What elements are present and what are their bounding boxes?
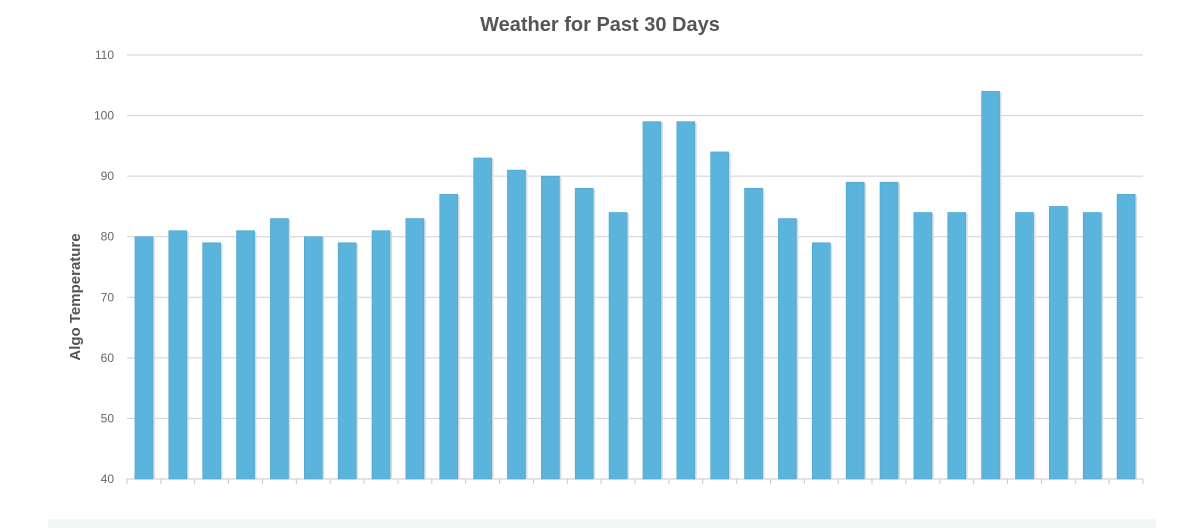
bar-day-20[interactable]: [778, 218, 797, 480]
bar-day-9[interactable]: [405, 218, 425, 480]
bar-day-30[interactable]: [1116, 194, 1136, 480]
bar-day-8[interactable]: [371, 230, 391, 480]
bar-day-4[interactable]: [236, 230, 255, 480]
bar-day-17[interactable]: [676, 121, 696, 480]
bar-day-3[interactable]: [202, 242, 221, 480]
bar-day-27[interactable]: [1015, 212, 1034, 480]
bar-day-19[interactable]: [744, 187, 763, 480]
bar-day-26[interactable]: [981, 91, 1000, 480]
bar-day-29[interactable]: [1082, 212, 1102, 480]
y-tick-label: 110: [95, 48, 114, 62]
bar-day-23[interactable]: [879, 181, 899, 480]
bar-day-18[interactable]: [710, 151, 729, 480]
bar-day-7[interactable]: [337, 242, 357, 480]
bar-day-14[interactable]: [574, 187, 594, 480]
bar-day-22[interactable]: [845, 181, 865, 480]
y-tick-label: 50: [101, 411, 115, 425]
bar-day-12[interactable]: [507, 169, 526, 480]
y-axis-title: Algo Temperature: [67, 233, 84, 360]
bar-day-5[interactable]: [270, 218, 289, 480]
y-tick-label: 40: [101, 472, 115, 486]
bottom-strip: [48, 519, 1156, 528]
chart-title: Weather for Past 30 Days: [480, 14, 720, 36]
bar-day-24[interactable]: [913, 212, 933, 480]
grid-layer: [126, 54, 1144, 484]
bar-day-10[interactable]: [439, 194, 459, 480]
bar-day-13[interactable]: [541, 175, 560, 480]
bar-day-11[interactable]: [473, 157, 492, 480]
bar-day-21[interactable]: [811, 242, 831, 480]
bar-day-25[interactable]: [947, 212, 967, 480]
y-tick-layer: 40 50 60 70 80 90 100 110: [94, 48, 114, 486]
y-tick-label: 70: [101, 290, 115, 304]
bar-layer: [134, 91, 1138, 480]
bar-day-6[interactable]: [303, 236, 323, 480]
bar-day-16[interactable]: [642, 121, 662, 480]
y-tick-label: 90: [101, 169, 115, 183]
y-tick-label: 60: [101, 351, 115, 365]
y-tick-label: 100: [94, 109, 114, 123]
bar-day-15[interactable]: [608, 212, 628, 480]
bar-day-1[interactable]: [134, 236, 154, 480]
y-tick-label: 80: [101, 230, 115, 244]
bar-day-2[interactable]: [168, 230, 188, 480]
bar-day-28[interactable]: [1049, 206, 1068, 480]
